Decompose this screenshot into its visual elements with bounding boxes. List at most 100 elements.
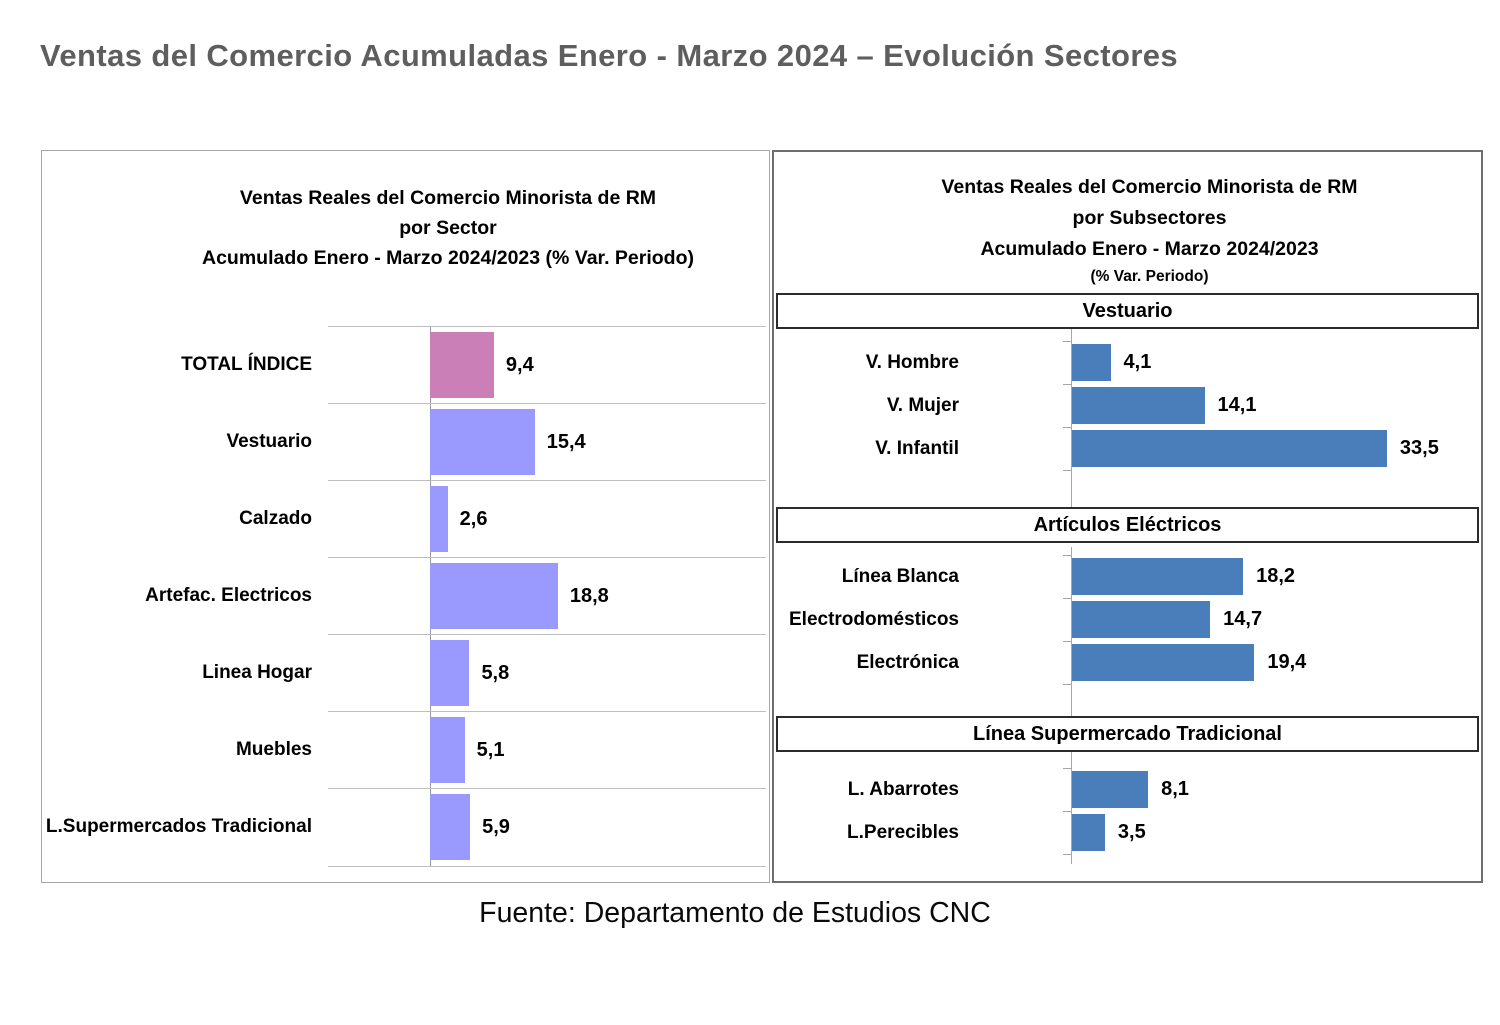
subsector-section-header: Artículos Eléctricos	[776, 507, 1479, 543]
axis-tick	[1063, 768, 1071, 769]
sector-value-label: 5,1	[476, 739, 505, 761]
subsector-row: Línea Blanca 18,2	[774, 558, 1481, 595]
sector-row: Calzado 2,6	[42, 480, 769, 557]
sector-value-label: 9,4	[505, 354, 534, 376]
sector-category-label: Linea Hogar	[202, 661, 312, 683]
sector-plot-cell: 18,8	[328, 557, 766, 635]
axis-tick	[1063, 854, 1071, 855]
sector-chart-panel: Ventas Reales del Comercio Minorista de …	[41, 150, 770, 883]
sector-bar	[430, 640, 470, 706]
sector-category-label: Artefac. Electricos	[145, 584, 312, 606]
subsector-value-label: 14,7	[1223, 608, 1263, 630]
subsector-category-label: Línea Blanca	[841, 565, 959, 587]
subsector-row: L.Perecibles 3,5	[774, 814, 1481, 851]
sector-bar	[430, 563, 558, 629]
axis-tick	[1063, 598, 1071, 599]
sector-value-label: 5,9	[482, 816, 510, 838]
subsector-chart-panel: Ventas Reales del Comercio Minorista de …	[772, 150, 1483, 883]
subsector-section-rows: V. Hombre 4,1 V. Mujer 14,1 V. Infantil 33,5	[774, 328, 1481, 507]
subsector-value-label: 18,2	[1256, 565, 1296, 587]
sector-row: Muebles 5,1	[42, 711, 769, 788]
subsector-category-label: L. Abarrotes	[847, 778, 959, 800]
subsector-row: V. Infantil 33,5	[774, 430, 1481, 467]
sector-value-label: 2,6	[459, 508, 488, 530]
sector-chart-title: Ventas Reales del Comercio Minorista de …	[42, 183, 769, 273]
sector-row: Linea Hogar 5,8	[42, 634, 769, 711]
page-title: Ventas del Comercio Acumuladas Enero - M…	[40, 38, 1179, 73]
sector-bar	[430, 486, 448, 552]
sector-category-label: TOTAL ÍNDICE	[181, 353, 312, 375]
axis-tick	[1063, 341, 1071, 342]
sector-bar	[430, 794, 471, 860]
sector-row: L.Supermercados Tradicional 5,9	[42, 788, 769, 867]
sector-row: Artefac. Electricos 18,8	[42, 557, 769, 634]
axis-line	[1071, 547, 1072, 716]
subsector-bar	[1072, 771, 1149, 808]
subsector-category-label: V. Infantil	[875, 437, 959, 459]
subsector-row: V. Hombre 4,1	[774, 344, 1481, 381]
sector-row: Vestuario 15,4	[42, 403, 769, 480]
subsector-row: Electrodomésticos 14,7	[774, 601, 1481, 638]
subsector-value-label: 33,5	[1399, 437, 1439, 459]
sector-row: TOTAL ÍNDICE 9,4	[42, 326, 769, 403]
subsector-value-label: 8,1	[1161, 778, 1189, 800]
subsector-row: L. Abarrotes 8,1	[774, 771, 1481, 808]
sector-value-label: 5,8	[481, 662, 510, 684]
subsector-value-label: 19,4	[1267, 651, 1307, 673]
sector-category-label: Muebles	[235, 738, 312, 760]
axis-tick	[1063, 641, 1071, 642]
sector-value-label: 15,4	[546, 431, 586, 453]
sector-category-label: L.Supermercados Tradicional	[45, 815, 312, 837]
sector-plot-cell: 15,4	[328, 403, 766, 481]
subsector-section-header: Línea Supermercado Tradicional	[776, 716, 1479, 752]
sector-chart-title-line1: Ventas Reales del Comercio Minorista de …	[239, 187, 657, 209]
sector-bar	[430, 332, 494, 398]
subsector-category-label: Electrodomésticos	[789, 608, 959, 630]
subsector-bar	[1072, 644, 1255, 681]
axis-tick	[1063, 384, 1071, 385]
subsector-bar	[1072, 558, 1244, 595]
sector-chart-plot-area: TOTAL ÍNDICE 9,4 Vestuario 15,4 Calzado 2,6 Ar…	[42, 326, 769, 867]
subsector-section-rows: L. Abarrotes 8,1 L.Perecibles 3,5	[774, 752, 1481, 864]
subsector-bar	[1072, 344, 1111, 381]
axis-line	[1071, 328, 1072, 507]
sector-plot-cell: 5,9	[328, 788, 766, 867]
subsector-category-label: V. Mujer	[886, 394, 959, 416]
sector-category-label: Vestuario	[226, 430, 312, 452]
subsector-bar	[1072, 430, 1387, 467]
subsector-value-label: 4,1	[1123, 351, 1152, 373]
subsector-value-label: 3,5	[1117, 821, 1146, 843]
subsector-section-rows: Línea Blanca 18,2 Electrodomésticos 14,7 Ele…	[774, 547, 1481, 716]
sector-category-label: Calzado	[239, 507, 312, 529]
sector-bar	[430, 717, 465, 783]
sector-plot-cell: 5,1	[328, 711, 766, 789]
sector-plot-cell: 9,4	[328, 326, 766, 404]
subsector-category-label: Electrónica	[856, 651, 959, 673]
sector-chart-title-line2: por Sector	[399, 217, 497, 239]
subsector-category-label: V. Hombre	[865, 351, 959, 373]
sector-plot-cell: 5,8	[328, 634, 766, 712]
axis-tick	[1063, 555, 1071, 556]
subsector-value-label: 14,1	[1217, 394, 1257, 416]
subsector-section-header: Vestuario	[776, 293, 1479, 329]
sector-chart-title-line3: Acumulado Enero - Marzo 2024/2023 (% Var…	[202, 247, 694, 269]
subsector-category-label: L.Perecibles	[847, 821, 959, 843]
subsector-chart-title-line2: por Subsectores	[1072, 207, 1227, 229]
axis-line	[1071, 752, 1072, 864]
axis-tick	[1063, 811, 1071, 812]
subsector-row: Electrónica 19,4	[774, 644, 1481, 681]
source-note: Fuente: Departamento de Estudios CNC	[479, 897, 991, 929]
sector-bar	[430, 409, 535, 475]
axis-tick	[1063, 470, 1071, 471]
subsector-row: V. Mujer 14,1	[774, 387, 1481, 424]
sector-value-label: 18,8	[569, 585, 609, 607]
subsector-chart-title-line1: Ventas Reales del Comercio Minorista de …	[941, 176, 1358, 198]
axis-tick	[1063, 427, 1071, 428]
subsector-bar	[1072, 814, 1105, 851]
subsector-chart-title: Ventas Reales del Comercio Minorista de …	[774, 172, 1481, 289]
sector-plot-cell: 2,6	[328, 480, 766, 558]
subsector-bar	[1072, 601, 1211, 638]
subsector-chart-title-line4: (% Var. Periodo)	[1090, 268, 1209, 285]
subsector-chart-title-line3: Acumulado Enero - Marzo 2024/2023	[980, 238, 1319, 260]
axis-tick	[1063, 684, 1071, 685]
